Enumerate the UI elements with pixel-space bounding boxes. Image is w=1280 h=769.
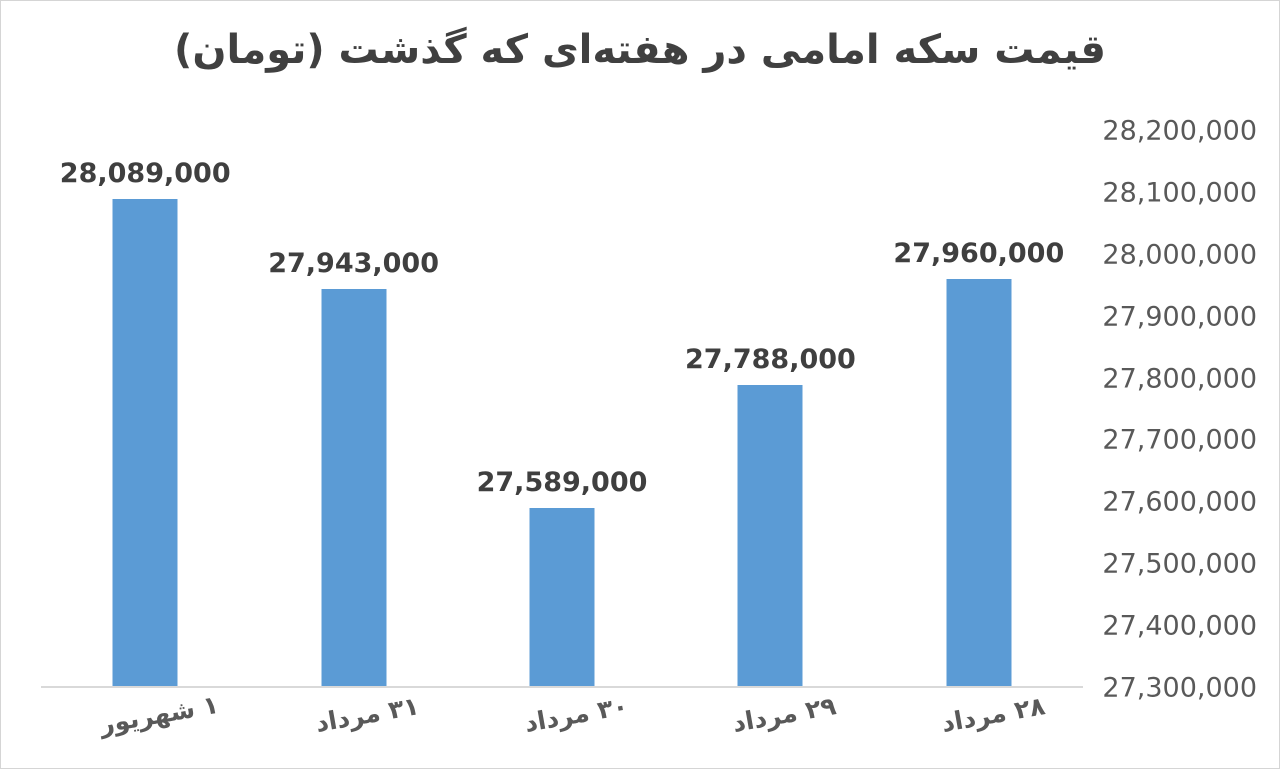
y-axis-tick-label: 28,000,000 xyxy=(1102,239,1257,271)
y-axis-tick-label: 27,500,000 xyxy=(1102,548,1257,580)
plot-area: 28,089,000 27,943,000 27,589,000 27,788,000… xyxy=(41,131,1083,688)
x-axis: ۱ شهریور ۳۱ مرداد ۳۰ مرداد ۲۹ مرداد ۲۸ مرداد xyxy=(41,690,1083,739)
bar xyxy=(112,199,178,686)
y-axis-tick-label: 27,900,000 xyxy=(1102,301,1257,333)
x-axis-slot: ۳۰ مرداد xyxy=(458,691,666,738)
bar xyxy=(946,279,1012,686)
y-axis-tick-label: 27,400,000 xyxy=(1102,610,1257,642)
y-axis-tick-label: 27,600,000 xyxy=(1102,486,1257,518)
y-axis-tick-label: 28,200,000 xyxy=(1102,115,1257,147)
y-axis-tick-label: 28,100,000 xyxy=(1102,177,1257,209)
x-axis-tick-label: ۲۸ مرداد xyxy=(938,691,1047,738)
y-axis-tick-label: 27,300,000 xyxy=(1102,672,1257,704)
bar-value-label: 27,589,000 xyxy=(476,466,648,498)
bar-slot: 27,943,000 xyxy=(249,131,457,686)
bar-slot: 27,788,000 xyxy=(666,131,874,686)
bar-slot: 27,960,000 xyxy=(875,131,1083,686)
x-axis-tick-label: ۱ شهریور xyxy=(97,689,221,740)
bar-slot: 28,089,000 xyxy=(41,131,249,686)
x-axis-slot: ۱ شهریور xyxy=(41,690,249,739)
bar-value-label: 28,089,000 xyxy=(59,158,231,190)
bar xyxy=(529,507,595,686)
y-axis-tick-label: 27,700,000 xyxy=(1102,424,1257,456)
y-axis-tick-label: 27,800,000 xyxy=(1102,363,1257,395)
x-axis-tick-label: ۳۱ مرداد xyxy=(313,691,422,738)
bar-value-label: 27,943,000 xyxy=(268,248,440,280)
bar-slot: 27,589,000 xyxy=(458,131,666,686)
x-axis-tick-label: ۳۰ مرداد xyxy=(522,691,630,738)
x-axis-slot: ۳۱ مرداد xyxy=(249,691,457,738)
bar xyxy=(321,289,387,686)
chart-title: قیمت سکه امامی در هفته‌ای که گذشت (تومان… xyxy=(174,27,1106,73)
bar-value-label: 27,788,000 xyxy=(685,344,856,376)
y-axis: 28,200,000 28,100,000 28,000,000 27,900,000… xyxy=(1093,116,1257,704)
x-axis-slot: ۲۹ مرداد xyxy=(666,691,874,738)
x-axis-slot: ۲۸ مرداد xyxy=(875,691,1083,738)
bar xyxy=(737,385,803,686)
x-axis-tick-label: ۲۹ مرداد xyxy=(730,691,839,738)
bar-value-label: 27,960,000 xyxy=(893,238,1065,269)
